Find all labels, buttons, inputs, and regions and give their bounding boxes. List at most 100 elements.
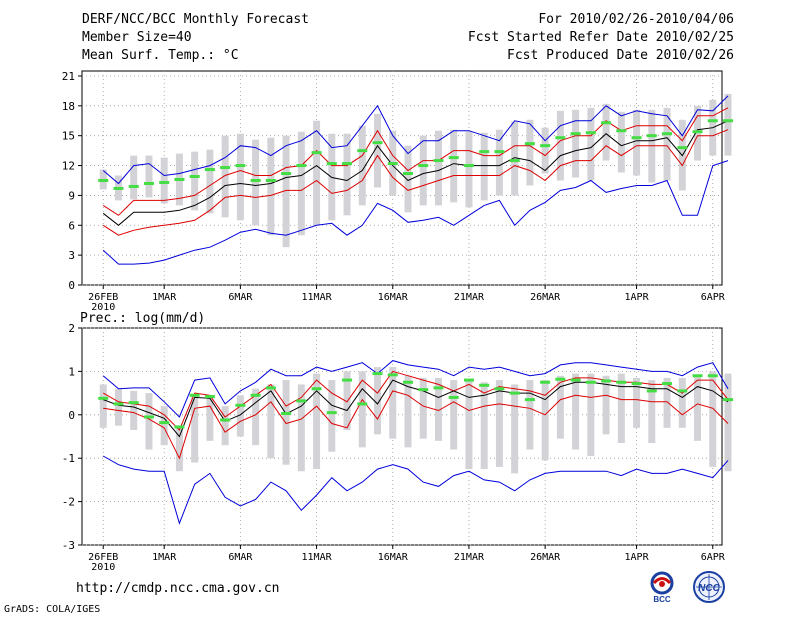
- p2-bar-1: [114, 388, 122, 426]
- p1-line-min: [102, 160, 729, 265]
- p1-bar-9: [236, 133, 244, 221]
- p2-xlabel-5: 21MAR: [454, 552, 485, 563]
- p1-xlabel-7: 1APR: [625, 292, 650, 303]
- p1-line-mean: [102, 120, 729, 226]
- p1-bar-6: [191, 151, 199, 211]
- p2-bar-14: [313, 373, 321, 470]
- p1-bar-18: [374, 113, 382, 188]
- bcc-logo: BCC: [650, 571, 674, 604]
- p2-line-mean: [103, 379, 729, 438]
- p2-bar-11: [267, 384, 275, 459]
- p1-xlabel-8: 6APR: [701, 292, 726, 303]
- ncc-logo-text: NCC: [698, 583, 720, 594]
- variable-label: Mean Surf. Temp.: °C: [82, 48, 239, 63]
- fcst-started-date: Fcst Started Refer Date 2010/02/25: [467, 30, 734, 45]
- p1-bar-32: [587, 107, 595, 181]
- p2-bar-4: [160, 406, 168, 446]
- p2-bar-5: [175, 427, 183, 472]
- p1-bar-25: [480, 132, 488, 201]
- p2-bar-9: [236, 395, 244, 437]
- p2-bar-32: [587, 373, 595, 457]
- p2-bar-10: [252, 388, 260, 446]
- p2-bar-30: [556, 375, 564, 439]
- p1-xlabel-1: 1MAR: [152, 292, 177, 303]
- p2-bar-13: [297, 384, 305, 472]
- p1-xsublabel-0: 2010: [91, 302, 115, 313]
- p1-ylabel-2: 6: [68, 219, 75, 232]
- p2-bar-25: [480, 382, 488, 470]
- p2-bar-27: [511, 384, 519, 474]
- p2-ylabel-3: 0: [68, 409, 75, 422]
- p1-ylabel-1: 3: [68, 249, 75, 262]
- p2-bar-2: [130, 390, 138, 430]
- p1-xlabel-6: 26MAR: [530, 292, 561, 303]
- p1-bar-41: [724, 93, 732, 156]
- p1-xlabel-2: 6MAR: [228, 292, 253, 303]
- p1-bar-12: [282, 135, 290, 248]
- p1-xlabel-4: 16MAR: [378, 292, 409, 303]
- p1-bar-17: [358, 125, 366, 206]
- p2-bar-29: [541, 380, 549, 461]
- p2-bar-16: [343, 371, 351, 430]
- fcst-produced-date: Fcst Produced Date 2010/02/26: [507, 48, 734, 63]
- p1-bar-37: [663, 107, 671, 181]
- p2-xlabel-0: 26FEB: [88, 552, 118, 563]
- p1-bar-14: [313, 120, 321, 226]
- p2-ylabel-1: -2: [62, 496, 75, 509]
- p2-xlabel-7: 1APR: [625, 552, 650, 563]
- forecast-title: DERF/NCC/BCC Monthly Forecast: [82, 12, 309, 27]
- p2-bar-20: [404, 375, 412, 448]
- p2-bar-22: [434, 377, 442, 441]
- p1-bar-30: [556, 110, 564, 181]
- p2-xlabel-8: 6APR: [701, 552, 726, 563]
- p2-bar-0: [99, 384, 107, 428]
- p1-bar-28: [526, 119, 534, 186]
- p2-bar-40: [709, 371, 717, 467]
- p1-bar-7: [206, 149, 214, 214]
- p2-bar-31: [572, 373, 580, 450]
- p2-xlabel-1: 1MAR: [152, 552, 177, 563]
- p1-bar-2: [130, 155, 138, 200]
- p2-bar-35: [633, 377, 641, 428]
- p1-bar-23: [450, 129, 458, 203]
- p2-xlabel-3: 11MAR: [302, 552, 333, 563]
- p1-bar-8: [221, 135, 229, 218]
- source-url[interactable]: http://cmdp.ncc.cma.gov.cn: [76, 581, 280, 596]
- p2-line-max: [102, 360, 729, 418]
- p1-bar-29: [541, 127, 549, 174]
- p1-line-max: [102, 95, 729, 185]
- p1-ylabel-0: 0: [68, 279, 75, 292]
- p1-bar-31: [572, 109, 580, 178]
- p2-ylabel-2: -1: [62, 452, 75, 465]
- p2-xsublabel-0: 2010: [91, 562, 115, 573]
- p1-bar-24: [465, 131, 473, 208]
- p2-bar-36: [648, 380, 656, 444]
- p1-ylabel-5: 15: [62, 130, 75, 143]
- precip-panel-title: Prec.: log(mm/d): [80, 311, 205, 326]
- p2-bar-37: [663, 377, 671, 428]
- p1-bar-4: [160, 157, 168, 204]
- p1-bar-34: [617, 111, 625, 173]
- p2-bar-6: [191, 395, 199, 463]
- member-size: Member Size=40: [82, 30, 192, 45]
- p2-xlabel-6: 26MAR: [530, 552, 561, 563]
- ncc-logo: NCC: [693, 571, 725, 603]
- p2-bar-8: [221, 406, 229, 446]
- p1-bar-20: [404, 145, 412, 213]
- p1-ylabel-7: 21: [62, 70, 75, 83]
- p1-bar-13: [297, 131, 305, 236]
- p1-ylabel-6: 18: [62, 100, 75, 113]
- p2-line-min: [102, 455, 729, 525]
- p2-bar-28: [526, 380, 534, 450]
- p1-ylabel-3: 9: [68, 189, 75, 202]
- p2-bar-7: [206, 395, 214, 441]
- forecast-period: For 2010/02/26-2010/04/06: [538, 12, 734, 27]
- p2-bar-3: [145, 393, 153, 450]
- p2-bar-33: [602, 375, 610, 435]
- p1-bar-22: [434, 130, 442, 206]
- p1-bar-3: [145, 155, 153, 198]
- p2-ylabel-5: 2: [68, 322, 75, 335]
- p2-bar-34: [617, 373, 625, 444]
- p2-bar-21: [419, 377, 427, 439]
